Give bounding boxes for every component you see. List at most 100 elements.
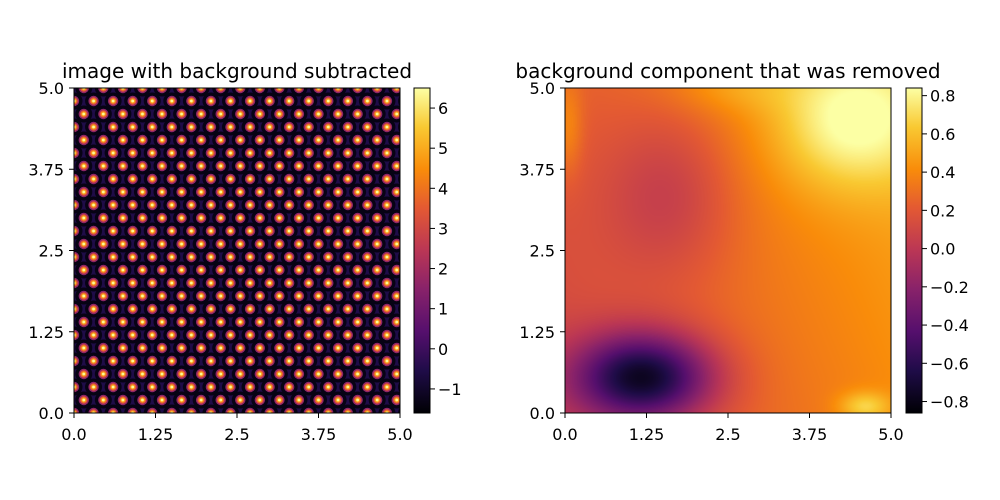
lattice-peak <box>111 333 115 337</box>
right-heatmap <box>565 88 891 413</box>
lattice-peak <box>307 203 311 207</box>
lattice-peak <box>189 307 193 311</box>
lattice-peak <box>346 99 350 103</box>
lattice-peak <box>268 307 271 311</box>
lattice-peak <box>287 255 291 259</box>
lattice-peak <box>405 412 408 415</box>
lattice-peak <box>209 307 213 311</box>
lattice-peak <box>131 125 135 129</box>
lattice-peak <box>150 307 154 311</box>
lattice-peak <box>141 320 144 324</box>
lattice-peak <box>92 151 95 155</box>
lattice-peak <box>307 333 311 337</box>
lattice-peak <box>189 255 193 259</box>
lattice-peak <box>326 203 330 207</box>
lattice-peak <box>248 203 252 207</box>
colorbar-tick-label: 6 <box>438 99 448 118</box>
lattice-peak-halo <box>398 225 400 237</box>
lattice-peak <box>229 359 232 363</box>
lattice-peak <box>403 175 411 183</box>
lattice-peak <box>229 203 232 207</box>
lattice-peak <box>258 346 262 350</box>
colorbar-tick-label: 5 <box>438 139 448 158</box>
lattice-peak <box>248 99 252 103</box>
left-lattice-peaks <box>74 88 411 415</box>
lattice-peak <box>277 346 281 350</box>
right-y-tick-label: 2.5 <box>530 242 555 261</box>
lattice-peak <box>403 97 411 105</box>
lattice-peak <box>219 372 223 376</box>
lattice-peak <box>287 125 291 129</box>
lattice-peak <box>405 360 408 363</box>
lattice-peak <box>199 268 203 272</box>
lattice-peak <box>405 126 408 129</box>
lattice-peak <box>131 333 135 337</box>
lattice-peak <box>229 385 232 389</box>
left-y-tick-label: 5.0 <box>39 79 64 98</box>
right-x-tick-label: 1.25 <box>629 425 665 444</box>
left-x-tick-label: 3.75 <box>301 425 337 444</box>
lattice-peak <box>366 151 369 155</box>
lattice-peak <box>92 333 95 337</box>
lattice-peak <box>141 112 144 116</box>
lattice-peak <box>170 203 174 207</box>
lattice-peak <box>170 151 174 155</box>
lattice-peak <box>336 372 340 376</box>
lattice-peak <box>356 320 360 324</box>
lattice-peak <box>170 229 174 233</box>
lattice-peak <box>356 216 360 220</box>
lattice-peak <box>111 99 115 103</box>
lattice-peak <box>385 255 389 259</box>
lattice-peak <box>101 190 105 194</box>
lattice-peak <box>395 372 399 376</box>
lattice-peak <box>287 177 291 181</box>
lattice-peak <box>141 216 144 220</box>
lattice-peak <box>401 96 411 106</box>
left-x-ticks: 0.0 1.25 2.5 3.75 5.0 <box>61 413 413 444</box>
right-panel: background component that was removed 0.… <box>515 59 968 444</box>
lattice-peak <box>258 138 262 142</box>
lattice-peak <box>287 385 291 389</box>
lattice-peak <box>111 177 115 181</box>
lattice-peak <box>297 112 301 116</box>
right-colorbar: −0.8 −0.6 −0.4 −0.2 0.0 0.2 0.4 0.6 0.8 <box>905 87 969 414</box>
lattice-peak <box>268 177 271 181</box>
lattice-peak-halo <box>398 277 400 289</box>
lattice-peak <box>131 255 135 259</box>
lattice-peak <box>141 398 144 402</box>
lattice-peak <box>395 268 399 272</box>
lattice-peak <box>307 385 311 389</box>
left-y-tick-label: 3.75 <box>28 160 64 179</box>
lattice-peak <box>317 138 320 142</box>
lattice-peak <box>92 385 95 389</box>
lattice-peak <box>141 164 144 168</box>
lattice-peak <box>307 177 311 181</box>
lattice-peak <box>268 151 271 155</box>
lattice-peak <box>111 151 115 155</box>
lattice-peak <box>180 138 183 142</box>
lattice-peak <box>82 164 86 168</box>
lattice-peak <box>336 268 340 272</box>
lattice-peak-halo <box>398 303 400 315</box>
lattice-peak <box>336 294 340 298</box>
lattice-peak <box>209 151 213 155</box>
lattice-peak <box>317 294 320 298</box>
lattice-peak <box>219 268 223 272</box>
lattice-peak <box>209 255 213 259</box>
lattice-peak <box>307 125 311 129</box>
colorbar-tick-label: 3 <box>438 219 448 238</box>
lattice-peak <box>336 138 340 142</box>
lattice-peak <box>395 112 399 116</box>
lattice-peak <box>82 398 86 402</box>
lattice-peak <box>366 281 369 285</box>
lattice-peak <box>401 356 411 366</box>
lattice-peak <box>385 125 389 129</box>
lattice-peak <box>170 177 174 181</box>
lattice-peak <box>238 164 242 168</box>
lattice-peak <box>346 125 350 129</box>
lattice-peak <box>277 138 281 142</box>
lattice-peak <box>346 255 350 259</box>
lattice-peak <box>317 346 320 350</box>
lattice-peak-halo <box>398 121 400 133</box>
